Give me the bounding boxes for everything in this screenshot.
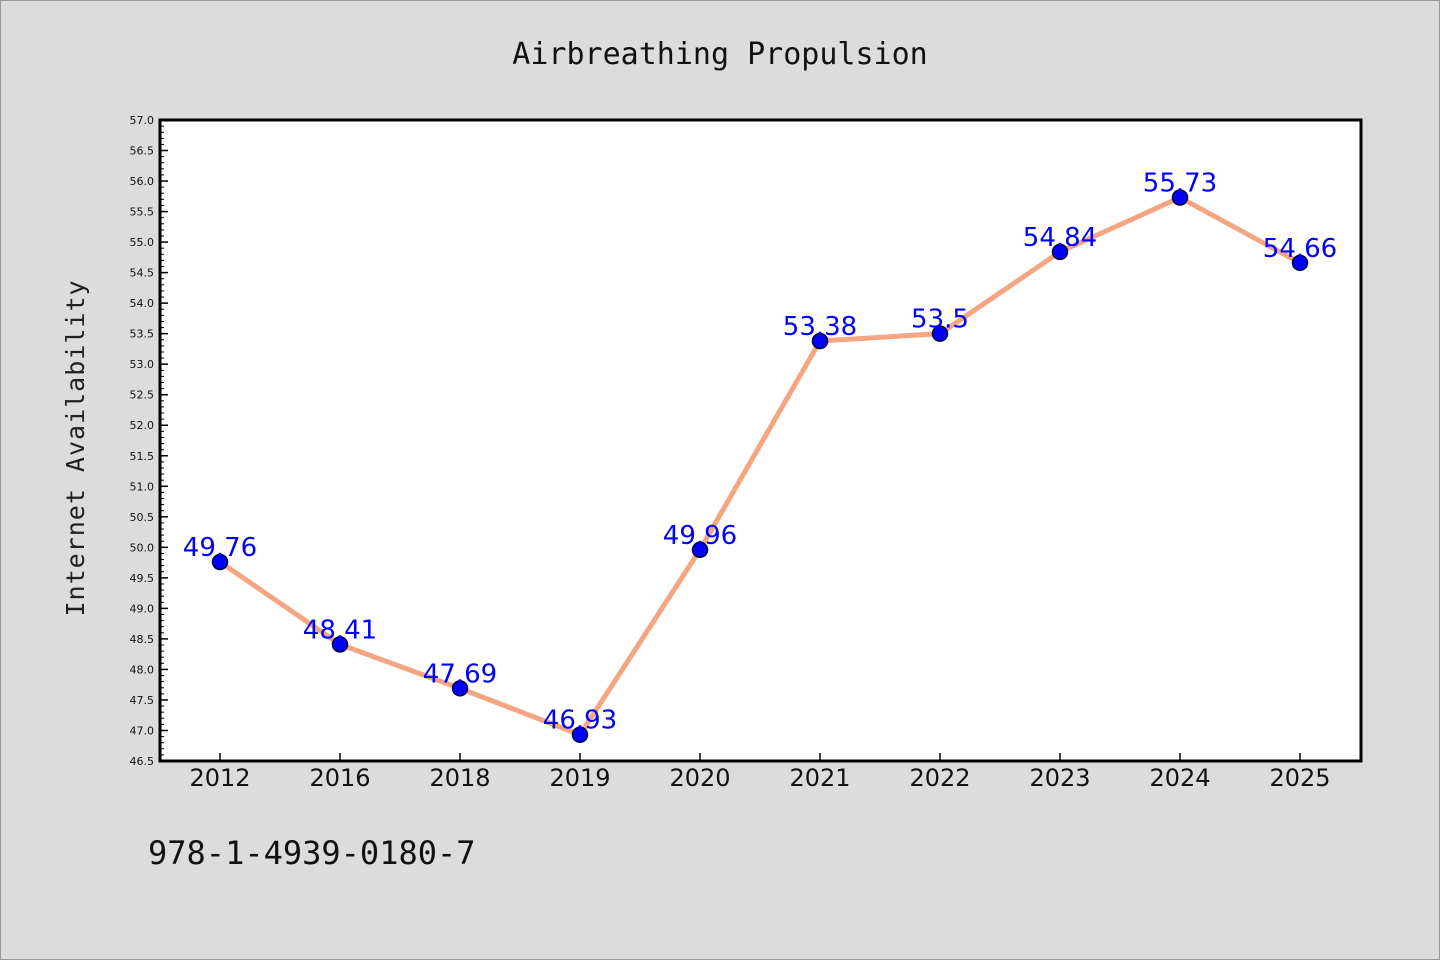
data-point-marker	[1051, 243, 1069, 261]
data-point-marker	[211, 553, 229, 571]
data-value-label: 53.38	[783, 312, 857, 342]
x-tick-label: 2021	[789, 764, 850, 792]
data-point-marker	[451, 680, 469, 697]
data-value-label: 54.84	[1023, 223, 1097, 253]
data-value-label: 46.93	[543, 706, 617, 736]
y-tick-label: 52.5	[130, 389, 155, 402]
x-tick-label: 2025	[1269, 764, 1330, 792]
y-tick-label: 47.0	[130, 724, 155, 737]
y-tick-label: 55.0	[130, 236, 155, 249]
data-point-marker	[811, 332, 829, 350]
data-point-marker	[331, 636, 349, 653]
x-tick-label: 2024	[1149, 764, 1210, 792]
data-value-label: 49.76	[183, 533, 257, 563]
y-tick-label: 50.5	[130, 511, 155, 524]
data-value-label: 49.96	[663, 521, 737, 551]
data-value-label: 53.5	[911, 305, 969, 335]
y-tick-label: 51.5	[130, 450, 155, 463]
x-tick-label: 2012	[189, 764, 250, 792]
y-tick-label: 48.5	[130, 633, 155, 646]
y-tick-label: 51.0	[130, 480, 155, 493]
data-point-marker	[691, 541, 709, 559]
y-tick-label: 49.5	[130, 572, 155, 585]
y-axis-ticks: 46.5 47.0 47.5 48.0 48.5 49.0 49.5 50.0 50.5 51.0…	[130, 114, 168, 768]
x-axis-ticks: 2012 2016 2018 2019 2020 2021 2022 2023 2024 2025	[189, 753, 1331, 792]
data-value-label: 47.69	[423, 659, 497, 689]
y-tick-label: 54.0	[130, 297, 155, 310]
y-tick-label: 50.0	[130, 541, 155, 554]
data-value-label: 54.66	[1263, 234, 1337, 264]
y-tick-label: 56.0	[130, 175, 155, 188]
x-tick-label: 2019	[549, 764, 610, 792]
y-tick-label: 56.5	[130, 145, 155, 158]
x-tick-label: 2020	[669, 764, 730, 792]
x-tick-label: 2023	[1029, 764, 1090, 792]
y-tick-label: 55.5	[130, 206, 155, 219]
y-tick-label: 49.0	[130, 602, 155, 615]
y-tick-label: 46.5	[130, 755, 155, 768]
data-point-marker	[571, 726, 589, 743]
data-point-marker	[1171, 189, 1189, 206]
y-tick-label: 52.0	[130, 419, 155, 432]
y-tick-label: 53.0	[130, 358, 155, 371]
data-value-label: 55.73	[1143, 169, 1217, 199]
y-tick-label: 48.0	[130, 663, 155, 676]
y-tick-label: 47.5	[130, 694, 155, 707]
chart-title: Airbreathing Propulsion	[512, 37, 927, 72]
x-tick-label: 2016	[309, 764, 370, 792]
x-tick-label: 2018	[429, 764, 490, 792]
x-tick-label: 2022	[909, 764, 970, 792]
data-point-marker	[931, 325, 949, 342]
data-value-label: 48.41	[303, 615, 377, 645]
data-point-marker	[1291, 254, 1309, 272]
data-markers	[211, 189, 1309, 743]
series-line	[218, 195, 1302, 738]
y-axis-label: Internet Availability	[61, 279, 90, 616]
y-tick-label: 54.5	[130, 267, 155, 280]
y-tick-label: 57.0	[130, 114, 155, 127]
isbn-annotation: 978-1-4939-0180-7	[148, 834, 476, 872]
y-tick-label: 53.5	[130, 328, 155, 341]
data-labels: 49.76 48.41 47.69 46.93 49.96 53.38 53.5 54.84 5…	[183, 169, 1337, 736]
